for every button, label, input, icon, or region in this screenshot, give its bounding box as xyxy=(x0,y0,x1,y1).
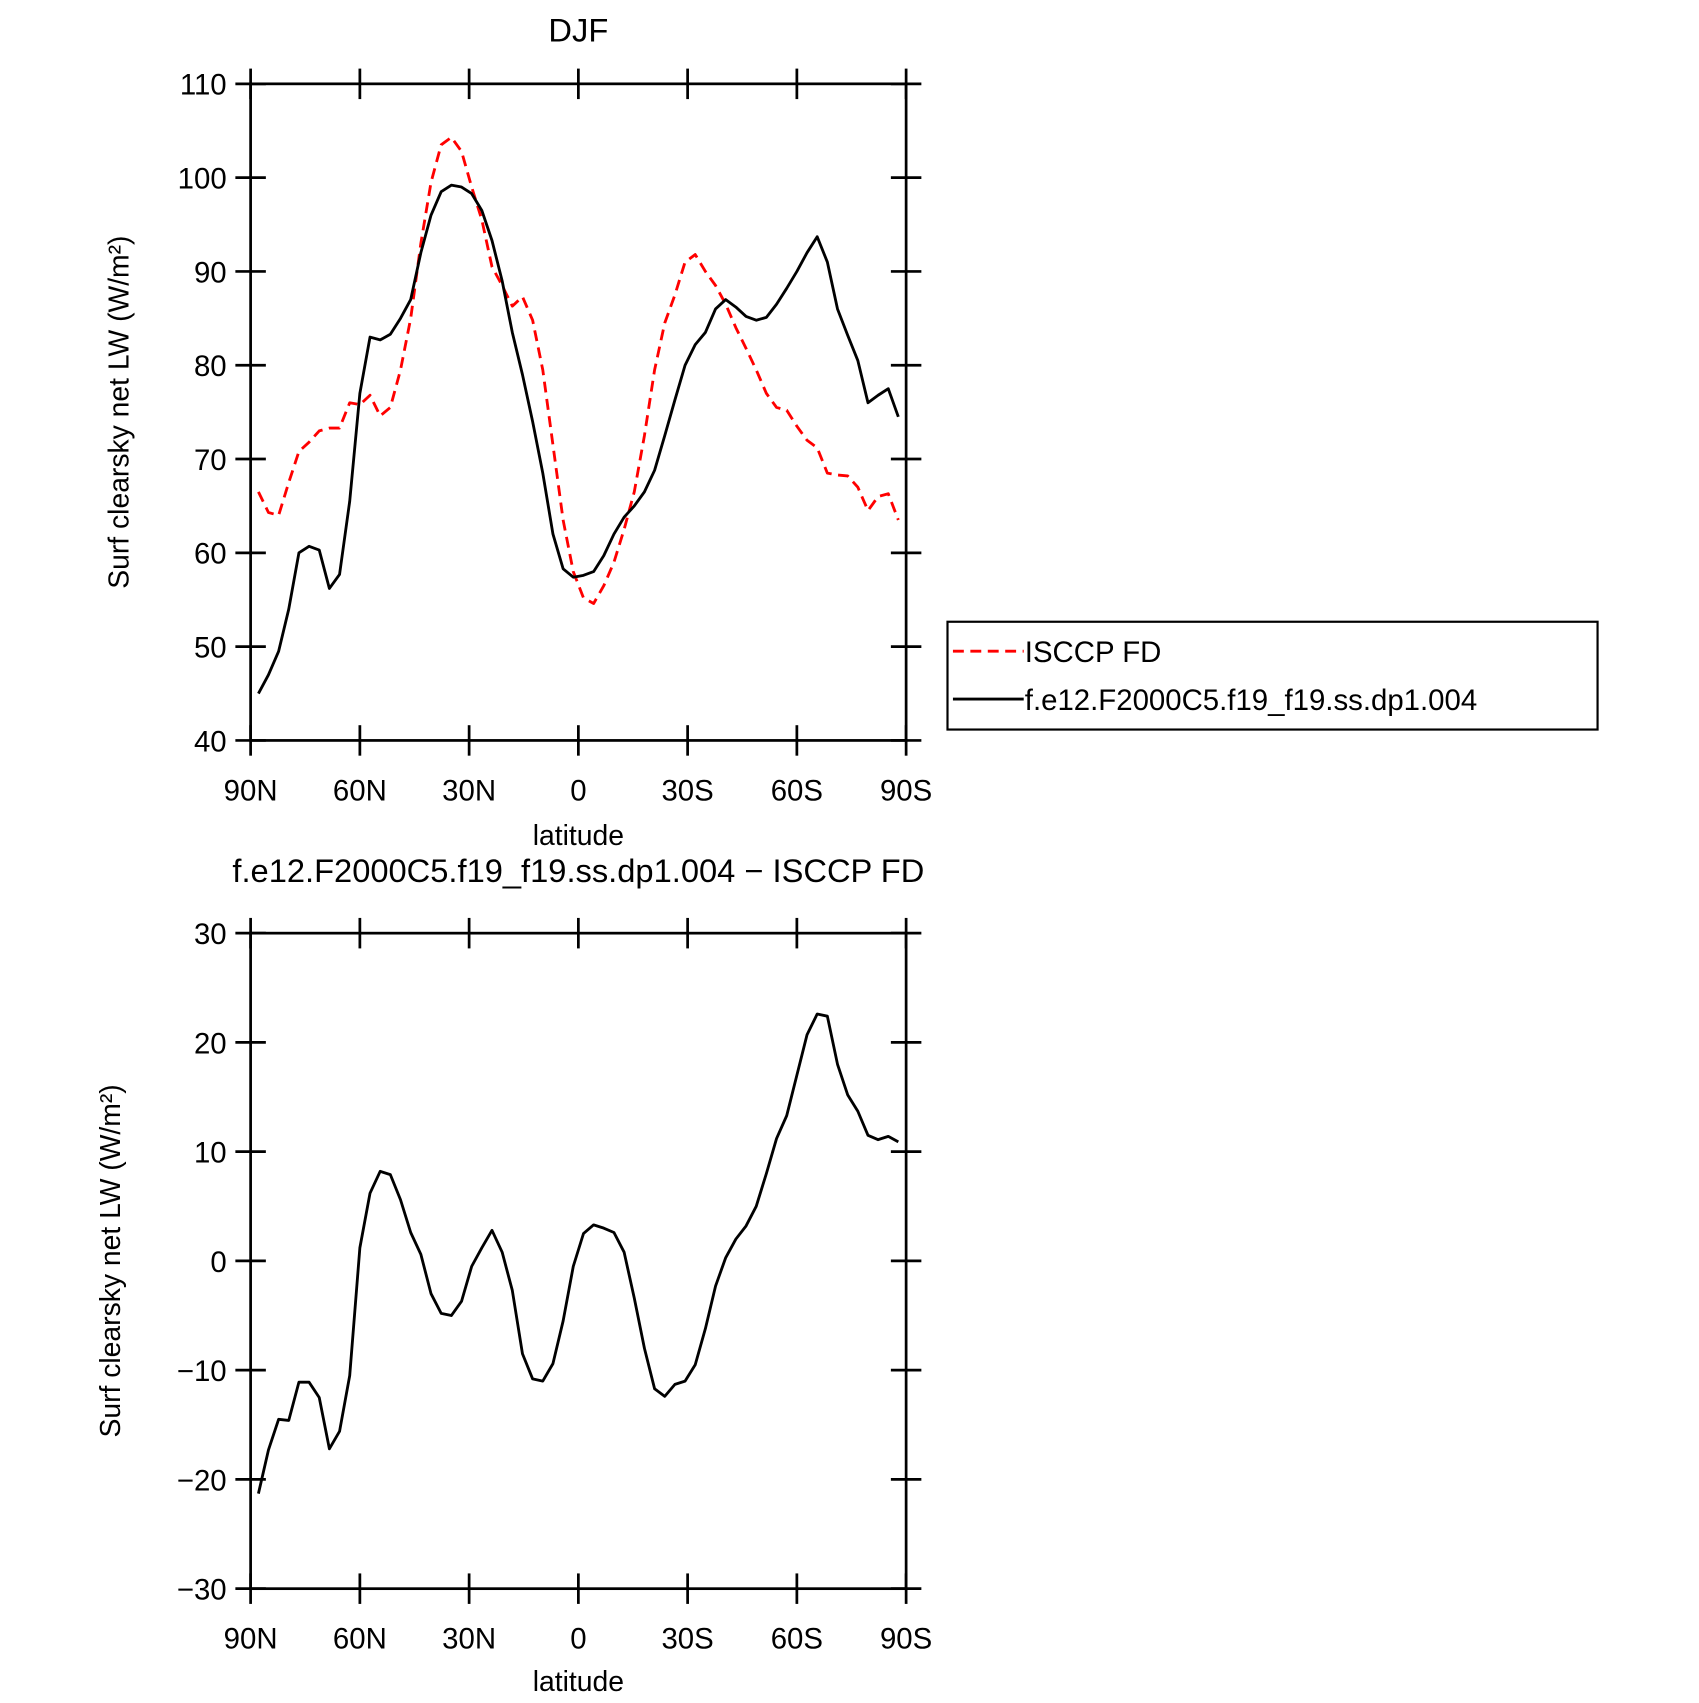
legend-label: ISCCP FD xyxy=(1025,636,1162,669)
x-tick-label: 0 xyxy=(570,774,586,807)
y-tick-label: 30 xyxy=(194,918,227,951)
y-tick-label: 90 xyxy=(194,256,227,289)
x-tick-label: 90N xyxy=(224,1623,278,1656)
y-tick-label: −30 xyxy=(177,1574,227,1607)
y-tick-label: 10 xyxy=(194,1137,227,1170)
y-tick-label: 70 xyxy=(194,444,227,477)
x-tick-label: 60N xyxy=(333,774,387,807)
chart-title: f.e12.F2000C5.f19_f19.ss.dp1.004 − ISCCP… xyxy=(232,852,924,889)
chart-title: DJF xyxy=(548,11,608,48)
y-tick-label: 50 xyxy=(194,632,227,665)
y-tick-label: 0 xyxy=(210,1246,226,1279)
y-tick-label: 60 xyxy=(194,538,227,571)
y-tick-label: 80 xyxy=(194,350,227,383)
data-line xyxy=(257,1012,900,1494)
y-axis-label: Surf clearsky net LW (W/m²) xyxy=(94,1084,126,1437)
x-tick-label: 60S xyxy=(771,1623,823,1656)
x-axis-label: latitude xyxy=(533,1665,624,1697)
x-tick-label: 30S xyxy=(661,774,713,807)
x-tick-label: 30N xyxy=(442,1623,496,1656)
y-tick-label: 20 xyxy=(194,1027,227,1060)
x-tick-label: 60S xyxy=(771,774,823,807)
x-tick-label: 60N xyxy=(333,1623,387,1656)
x-tick-label: 90S xyxy=(880,1623,932,1656)
x-tick-label: 0 xyxy=(570,1623,586,1656)
y-tick-label: −10 xyxy=(177,1355,227,1388)
y-tick-label: 110 xyxy=(180,69,227,102)
x-axis-label: latitude xyxy=(533,819,624,851)
data-line xyxy=(257,183,900,695)
plot-frame xyxy=(249,82,908,742)
legend-label: f.e12.F2000C5.f19_f19.ss.dp1.004 xyxy=(1025,684,1477,717)
y-tick-label: 100 xyxy=(178,163,227,196)
x-tick-label: 30S xyxy=(661,1623,713,1656)
legend-box xyxy=(946,620,1599,731)
x-tick-label: 90N xyxy=(224,774,278,807)
y-axis-label: Surf clearsky net LW (W/m²) xyxy=(103,236,135,589)
y-tick-label: −20 xyxy=(177,1464,227,1497)
data-line xyxy=(257,135,900,605)
y-tick-label: 40 xyxy=(194,725,227,758)
x-tick-label: 30N xyxy=(442,774,496,807)
x-tick-label: 90S xyxy=(880,774,932,807)
